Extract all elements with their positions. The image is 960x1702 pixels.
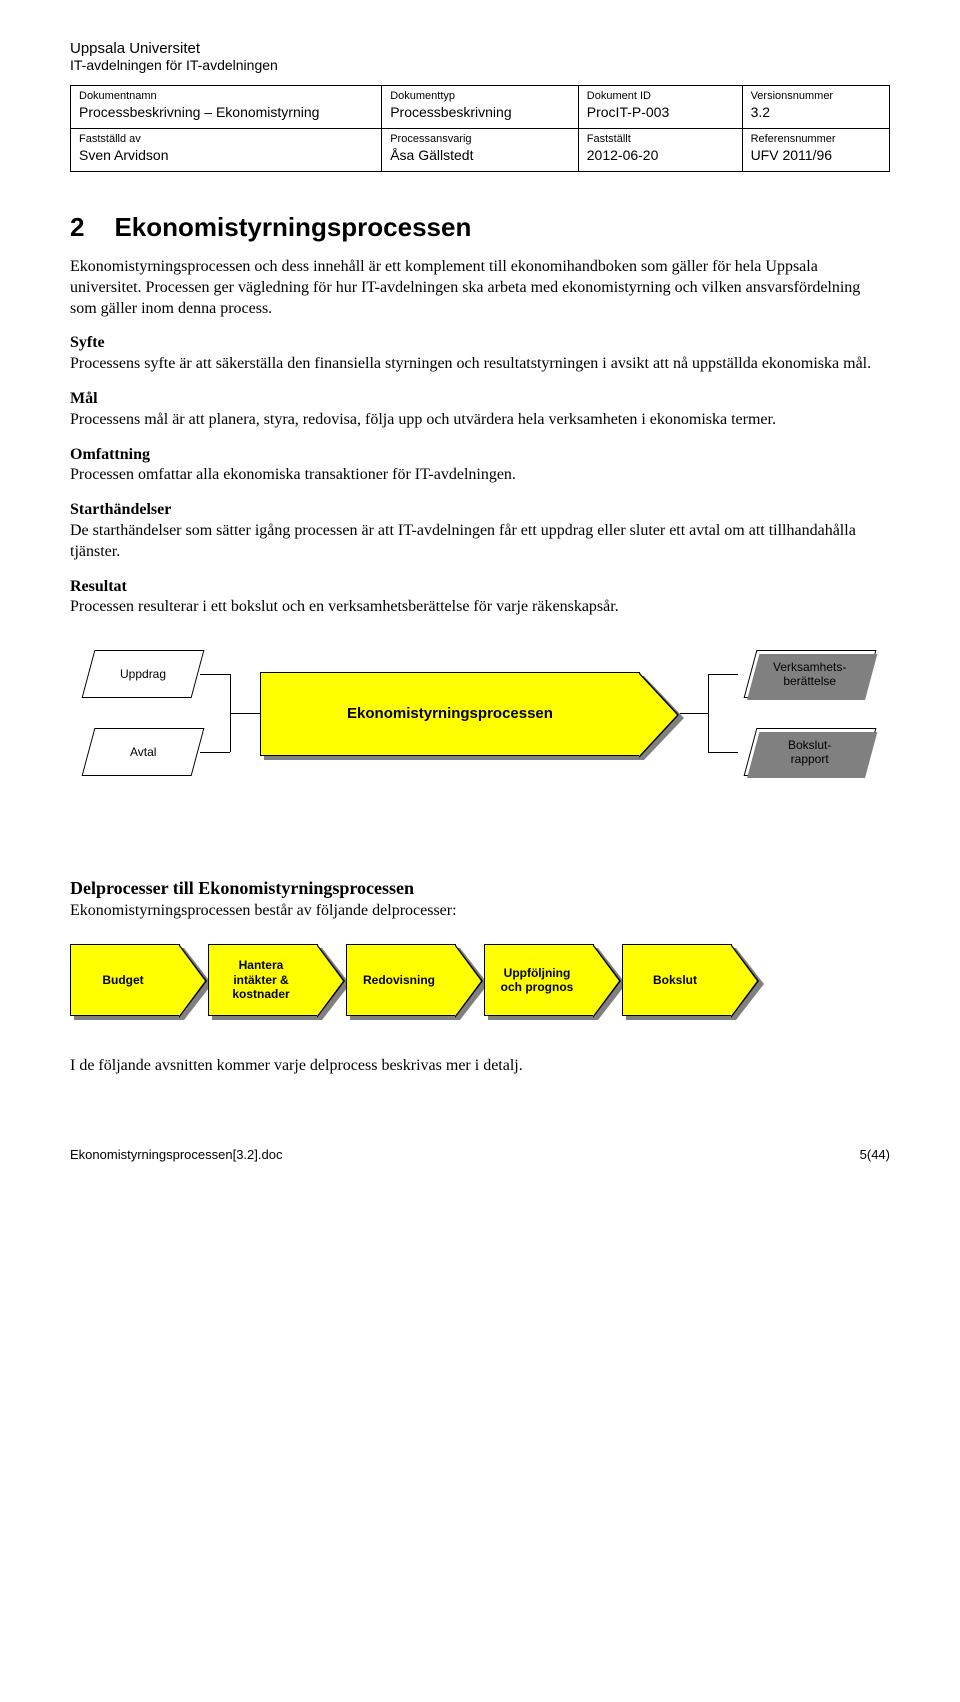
title-text: Ekonomistyrningsprocessen — [114, 212, 471, 242]
meta-value: ProcIT-P-003 — [587, 104, 669, 120]
metadata-table: Dokumentnamn Processbeskrivning – Ekonomi… — [70, 85, 890, 172]
page-footer: Ekonomistyrningsprocessen[3.2].doc 5(44) — [70, 1147, 890, 1162]
title-number: 2 — [70, 212, 84, 242]
meta-label: Dokument ID — [587, 90, 734, 102]
connector — [708, 674, 738, 675]
output-bokslut: Bokslut-rapport — [744, 728, 877, 776]
process-arrow: Ekonomistyrningsprocessen — [260, 672, 640, 756]
subprocess-redovisning: Redovisning — [346, 944, 456, 1016]
footer-filename: Ekonomistyrningsprocessen[3.2].doc — [70, 1147, 282, 1162]
meta-label: Fastställt — [587, 133, 734, 145]
delprocesser-heading: Delprocesser till Ekonomistyrningsproces… — [70, 878, 890, 899]
closing-paragraph: I de följande avsnitten kommer varje del… — [70, 1056, 890, 1077]
connector — [680, 713, 708, 714]
mal-text: Processens mål är att planera, styra, re… — [70, 411, 776, 428]
syfte-text: Processens syfte är att säkerställa den … — [70, 355, 871, 372]
header-line1: Uppsala Universitet — [70, 40, 890, 57]
meta-label: Versionsnummer — [751, 90, 881, 102]
syfte-label: Syfte — [70, 334, 105, 351]
section-resultat: Resultat Processen resulterar i ett boksl… — [70, 577, 890, 619]
process-diagram: Uppdrag Avtal Ekonomistyrningsprocessen … — [70, 638, 870, 828]
resultat-label: Resultat — [70, 578, 127, 595]
connector — [200, 752, 230, 753]
subprocess-uppfoljning: Uppföljningoch prognos — [484, 944, 594, 1016]
resultat-text: Processen resulterar i ett bokslut och e… — [70, 598, 619, 615]
page-header: Uppsala Universitet IT-avdelningen för I… — [70, 40, 890, 73]
delprocesser-intro: Ekonomistyrningsprocessen består av följ… — [70, 901, 890, 922]
subprocess-row: Budget Hanteraintäkter &kostnader Redovi… — [70, 944, 890, 1016]
subprocess-hantera: Hanteraintäkter &kostnader — [208, 944, 318, 1016]
section-omfattning: Omfattning Processen omfattar alla ekonom… — [70, 445, 890, 487]
footer-pagenum: 5(44) — [860, 1147, 890, 1162]
meta-value: Processbeskrivning – Ekonomistyrning — [79, 104, 319, 120]
section-syfte: Syfte Processens syfte är att säkerställa… — [70, 333, 890, 375]
intro-paragraph: Ekonomistyrningsprocessen och dess inneh… — [70, 257, 890, 319]
page-title: 2 Ekonomistyrningsprocessen — [70, 212, 890, 243]
output-verksamhet: Verksamhets-berättelse — [744, 650, 877, 698]
input-uppdrag: Uppdrag — [82, 650, 205, 698]
omfattning-label: Omfattning — [70, 446, 150, 463]
meta-value: UFV 2011/96 — [751, 147, 832, 163]
meta-value: Åsa Gällstedt — [390, 147, 473, 163]
section-start: Starthändelser De starthändelser som sätt… — [70, 500, 890, 562]
meta-label: Dokumenttyp — [390, 90, 570, 102]
connector — [200, 674, 230, 675]
omfattning-text: Processen omfattar alla ekonomiska trans… — [70, 466, 516, 483]
start-label: Starthändelser — [70, 501, 171, 518]
subprocess-budget: Budget — [70, 944, 180, 1016]
meta-label: Processansvarig — [390, 133, 570, 145]
subprocess-bokslut: Bokslut — [622, 944, 732, 1016]
meta-value: Processbeskrivning — [390, 104, 511, 120]
input-avtal: Avtal — [82, 728, 205, 776]
mal-label: Mål — [70, 390, 98, 407]
meta-label: Fastställd av — [79, 133, 373, 145]
process-label: Ekonomistyrningsprocessen — [261, 705, 639, 722]
connector — [230, 713, 260, 714]
meta-label: Referensnummer — [751, 133, 881, 145]
meta-label: Dokumentnamn — [79, 90, 373, 102]
meta-value: 2012-06-20 — [587, 147, 659, 163]
connector — [708, 674, 709, 752]
meta-value: 3.2 — [751, 104, 770, 120]
section-mal: Mål Processens mål är att planera, styra,… — [70, 389, 890, 431]
header-line2: IT-avdelningen för IT-avdelningen — [70, 57, 890, 73]
connector — [708, 752, 738, 753]
start-text: De starthändelser som sätter igång proce… — [70, 522, 856, 560]
meta-value: Sven Arvidson — [79, 147, 169, 163]
